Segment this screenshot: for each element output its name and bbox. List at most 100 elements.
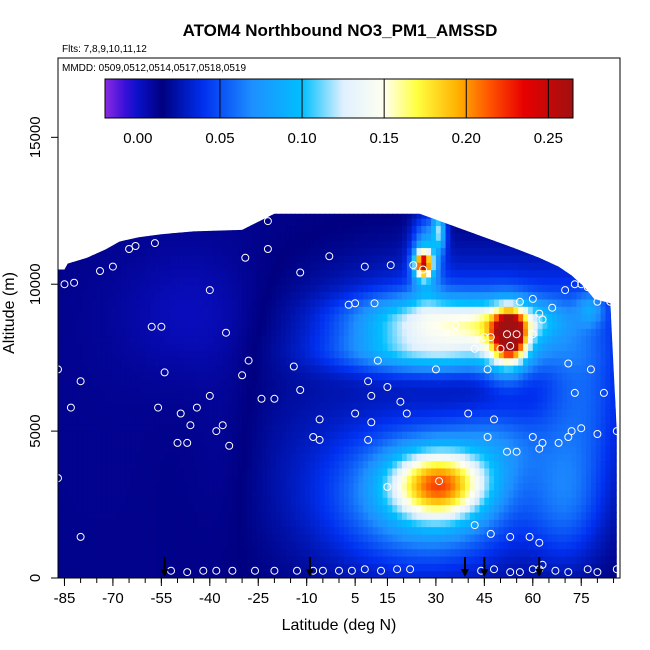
heatmap-cell xyxy=(87,563,93,572)
heatmap-cell xyxy=(421,548,427,557)
heatmap-cell xyxy=(237,533,243,542)
heatmap-cell xyxy=(435,467,442,476)
heatmap-cell xyxy=(116,313,122,322)
heatmap-cell xyxy=(271,482,277,491)
heatmap-cell xyxy=(363,394,369,403)
heatmap-cell xyxy=(256,387,263,395)
heatmap-cell xyxy=(300,533,306,542)
heatmap-cell xyxy=(276,276,282,285)
heatmap-cell xyxy=(309,409,316,418)
heatmap-cell xyxy=(154,394,161,403)
heatmap-cell xyxy=(232,313,238,322)
heatmap-cell xyxy=(198,313,204,322)
heatmap-cell xyxy=(513,372,519,381)
heatmap-cell xyxy=(208,533,214,542)
heatmap-cell xyxy=(300,526,306,535)
heatmap-cell xyxy=(435,438,442,447)
heatmap-cell xyxy=(498,276,505,285)
heatmap-cell xyxy=(416,570,422,578)
heatmap-cell xyxy=(203,306,209,315)
heatmap-cell xyxy=(450,284,456,293)
heatmap-cell xyxy=(111,497,117,506)
heatmap-cell xyxy=(150,262,156,271)
heatmap-cell xyxy=(198,276,204,285)
heatmap-cell xyxy=(62,357,69,366)
heatmap-cell xyxy=(518,262,524,271)
heatmap-cell xyxy=(91,482,98,491)
heatmap-cell xyxy=(237,394,243,403)
heatmap-cell xyxy=(62,423,69,432)
heatmap-cell xyxy=(96,511,103,520)
heatmap-cell xyxy=(256,350,263,359)
heatmap-cell xyxy=(154,541,161,550)
heatmap-cell xyxy=(237,247,243,256)
heatmap-cell xyxy=(397,357,403,366)
heatmap-cell xyxy=(445,541,452,550)
heatmap-cell xyxy=(377,394,384,403)
heatmap-cell xyxy=(392,254,398,263)
heatmap-cell xyxy=(261,570,267,578)
heatmap-cell xyxy=(508,570,515,578)
heatmap-cell xyxy=(358,526,364,535)
heatmap-cell xyxy=(91,467,98,476)
heatmap-cell xyxy=(489,497,495,506)
heatmap-cell xyxy=(193,335,200,344)
heatmap-cell xyxy=(411,276,418,285)
heatmap-cell xyxy=(387,342,393,351)
heatmap-cell xyxy=(295,269,301,278)
heatmap-cell xyxy=(159,453,166,462)
heatmap-cell xyxy=(348,284,355,293)
heatmap-cell xyxy=(174,276,180,285)
heatmap-cell xyxy=(271,548,277,557)
heatmap-cell xyxy=(494,541,500,550)
heatmap-cell xyxy=(285,306,292,315)
heatmap-cell xyxy=(295,511,301,520)
heatmap-cell xyxy=(503,320,510,329)
heatmap-cell xyxy=(305,291,311,300)
heatmap-cell xyxy=(106,401,112,410)
heatmap-cell xyxy=(329,445,335,454)
heatmap-cell xyxy=(498,269,505,278)
heatmap-cell xyxy=(469,482,476,491)
heatmap-cell xyxy=(494,431,500,440)
heatmap-cell xyxy=(91,497,98,506)
heatmap-cell xyxy=(217,519,224,528)
heatmap-cell xyxy=(227,313,234,322)
heatmap-cell xyxy=(484,320,490,329)
heatmap-cell xyxy=(120,504,127,513)
heatmap-cell xyxy=(169,526,175,535)
heatmap-cell xyxy=(58,291,64,300)
heatmap-cell xyxy=(348,232,355,241)
heatmap-cell xyxy=(280,387,287,395)
heatmap-cell xyxy=(489,548,495,557)
heatmap-cell xyxy=(431,497,437,506)
heatmap-cell xyxy=(450,438,456,447)
heatmap-cell xyxy=(271,269,277,278)
heatmap-cell xyxy=(276,328,282,337)
heatmap-cell xyxy=(450,416,456,425)
heatmap-cell xyxy=(372,320,379,329)
heatmap-cell xyxy=(188,232,195,241)
heatmap-cell xyxy=(125,511,132,520)
heatmap-cell xyxy=(305,379,311,388)
heatmap-cell xyxy=(309,372,316,381)
heatmap-cell xyxy=(208,431,214,440)
heatmap-cell xyxy=(421,232,427,241)
heatmap-cell xyxy=(411,548,418,557)
heatmap-cell xyxy=(227,460,234,469)
heatmap-cell xyxy=(87,262,93,271)
heatmap-cell xyxy=(324,409,330,418)
heatmap-cell xyxy=(242,372,248,381)
heatmap-cell xyxy=(164,563,171,572)
heatmap-cell xyxy=(222,519,229,528)
heatmap-cell xyxy=(91,269,98,278)
heatmap-cell xyxy=(460,357,466,366)
heatmap-cell xyxy=(339,387,345,395)
heatmap-cell xyxy=(508,291,515,300)
heatmap-cell xyxy=(188,394,195,403)
heatmap-cell xyxy=(91,460,98,469)
heatmap-cell xyxy=(237,306,243,315)
heatmap-cell xyxy=(460,526,466,535)
heatmap-cell xyxy=(387,365,393,373)
heatmap-cell xyxy=(111,555,117,564)
